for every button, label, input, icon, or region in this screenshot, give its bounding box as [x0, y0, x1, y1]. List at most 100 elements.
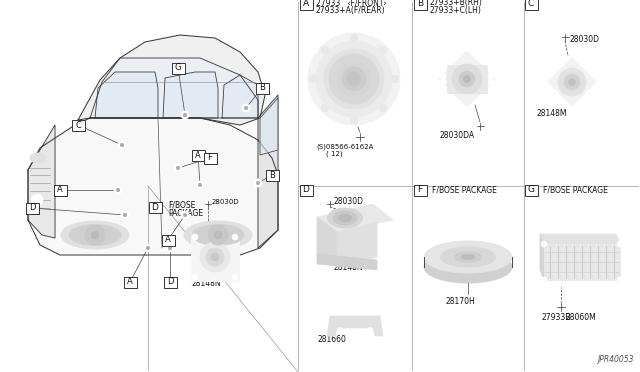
Circle shape: [391, 75, 399, 83]
Bar: [26, 202, 38, 214]
Circle shape: [205, 201, 211, 207]
Text: 28170H: 28170H: [445, 298, 475, 307]
Bar: [300, 0, 312, 10]
Bar: [204, 153, 216, 164]
Circle shape: [541, 277, 547, 283]
Text: A: A: [303, 0, 309, 9]
Text: G: G: [175, 64, 181, 73]
Polygon shape: [317, 254, 377, 270]
Circle shape: [617, 241, 623, 247]
Circle shape: [244, 106, 248, 110]
Circle shape: [116, 188, 120, 192]
Circle shape: [554, 64, 560, 70]
Text: 28148N: 28148N: [192, 279, 221, 289]
Circle shape: [379, 46, 387, 54]
Text: 28148M: 28148M: [537, 109, 567, 119]
Ellipse shape: [424, 241, 512, 273]
Bar: [525, 185, 538, 196]
Text: G: G: [527, 186, 534, 195]
Ellipse shape: [454, 252, 482, 262]
Circle shape: [183, 113, 187, 117]
Circle shape: [321, 104, 329, 112]
Circle shape: [144, 244, 152, 252]
Polygon shape: [90, 58, 258, 118]
Text: ( 12): ( 12): [326, 151, 342, 157]
Polygon shape: [439, 51, 495, 107]
Circle shape: [181, 211, 189, 219]
Circle shape: [198, 183, 202, 187]
Ellipse shape: [184, 221, 252, 249]
Circle shape: [356, 133, 364, 141]
Bar: [255, 83, 269, 93]
Text: B: B: [269, 170, 275, 180]
Bar: [525, 0, 538, 10]
Text: A: A: [127, 278, 133, 286]
Circle shape: [192, 234, 198, 240]
Text: 281660: 281660: [318, 336, 347, 344]
Bar: [148, 202, 161, 212]
Text: 28030D: 28030D: [212, 199, 239, 205]
Circle shape: [452, 64, 482, 94]
Text: (S)08566-6162A: (S)08566-6162A: [316, 144, 373, 150]
Bar: [266, 170, 278, 180]
Polygon shape: [163, 72, 218, 118]
Circle shape: [367, 327, 372, 333]
Text: 27933   ‹F/FRONT›: 27933 ‹F/FRONT›: [316, 0, 387, 7]
Text: D: D: [303, 186, 309, 195]
Circle shape: [214, 231, 222, 239]
Circle shape: [183, 213, 187, 217]
Text: 27933+C(LH): 27933+C(LH): [430, 6, 482, 15]
Bar: [163, 276, 177, 288]
Ellipse shape: [61, 221, 129, 249]
Circle shape: [242, 104, 250, 112]
Circle shape: [146, 246, 150, 250]
Circle shape: [365, 28, 374, 35]
Polygon shape: [447, 65, 487, 93]
Bar: [172, 62, 184, 74]
Text: 28030D: 28030D: [569, 35, 599, 44]
Text: F: F: [207, 154, 212, 163]
Ellipse shape: [333, 211, 357, 225]
Text: 27933+B(RH): 27933+B(RH): [430, 0, 483, 7]
Circle shape: [118, 141, 126, 149]
Text: F/BOSE PACKAGE: F/BOSE PACKAGE: [543, 186, 608, 195]
Circle shape: [181, 111, 189, 119]
Bar: [191, 150, 205, 160]
Text: D: D: [29, 203, 35, 212]
Circle shape: [561, 33, 568, 41]
Circle shape: [477, 122, 483, 129]
Polygon shape: [28, 118, 278, 255]
Bar: [413, 185, 426, 196]
Circle shape: [196, 181, 204, 189]
Text: PACKAGE: PACKAGE: [168, 208, 203, 218]
Polygon shape: [337, 222, 377, 267]
Circle shape: [554, 94, 560, 100]
Circle shape: [121, 211, 129, 219]
Circle shape: [232, 234, 238, 240]
Circle shape: [211, 253, 219, 261]
Circle shape: [324, 49, 384, 109]
Text: D: D: [167, 278, 173, 286]
Text: 28060M: 28060M: [566, 312, 596, 321]
Circle shape: [558, 68, 586, 96]
Circle shape: [316, 41, 392, 117]
Circle shape: [254, 179, 262, 187]
Circle shape: [310, 46, 317, 54]
Text: C: C: [528, 0, 534, 9]
Polygon shape: [78, 35, 265, 125]
Circle shape: [174, 164, 182, 172]
Bar: [72, 119, 84, 131]
Circle shape: [206, 248, 224, 266]
Text: 28030D: 28030D: [334, 198, 364, 206]
Polygon shape: [317, 204, 393, 232]
Circle shape: [379, 104, 387, 112]
Polygon shape: [258, 95, 278, 248]
Circle shape: [166, 244, 174, 252]
Circle shape: [120, 143, 124, 147]
Circle shape: [584, 94, 590, 100]
Circle shape: [329, 54, 379, 104]
Polygon shape: [317, 217, 337, 267]
Circle shape: [327, 201, 333, 207]
Circle shape: [488, 79, 494, 85]
Text: B: B: [259, 83, 265, 93]
